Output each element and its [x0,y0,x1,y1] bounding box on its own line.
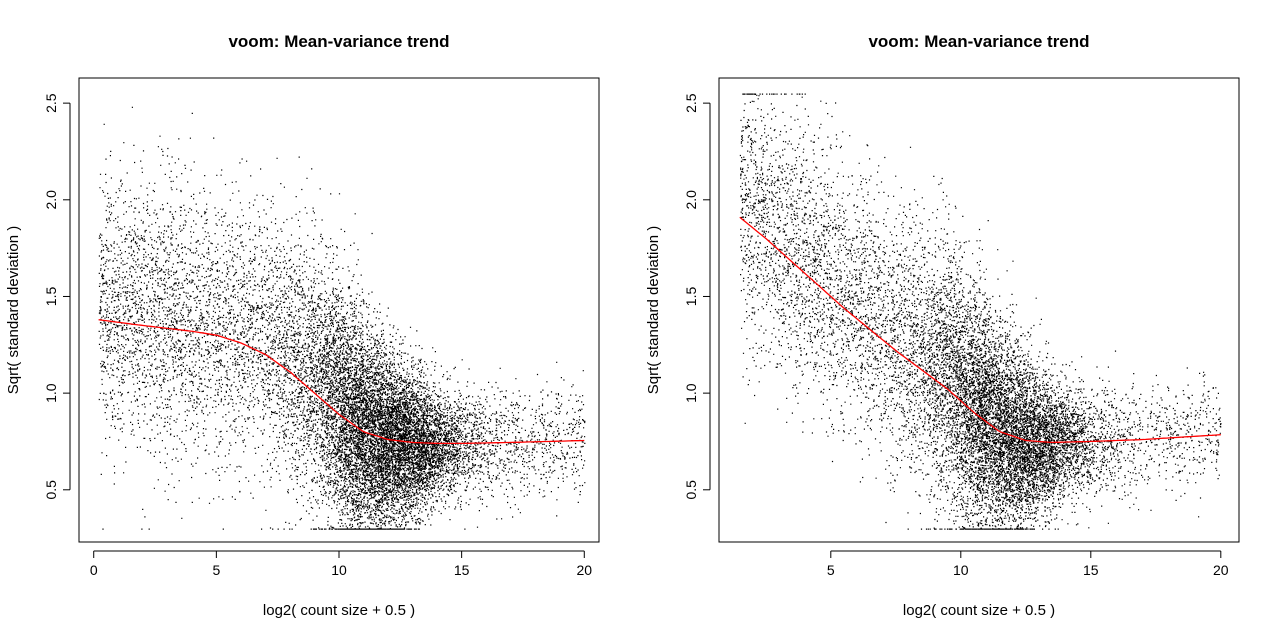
chart-1-frame [78,77,600,543]
chart-1-x-axis: 0 5 10 15 20 [90,550,592,578]
chart-2-x-axis: 5 10 15 20 [827,550,1229,578]
y-tick-label: 1.5 [683,287,699,307]
chart-1-title: voom: Mean-variance trend [228,32,449,51]
chart-2-x-axis-label: log2( count size + 0.5 ) [903,602,1055,619]
scatter-points [98,106,586,530]
chart-2-trend-line [739,216,1221,444]
chart-1-x-axis-label: log2( count size + 0.5 ) [263,602,415,619]
chart-1-points [98,106,586,530]
y-tick-label: 1.0 [683,383,699,403]
x-tick-label: 5 [827,562,835,578]
y-tick-label: 2.5 [683,93,699,113]
x-tick-label: 15 [1083,562,1099,578]
scatter-points [739,93,1222,530]
x-tick-label: 20 [576,562,592,578]
y-tick-label: 2.0 [43,190,59,210]
x-tick-label: 5 [212,562,220,578]
x-tick-label: 10 [953,562,969,578]
x-tick-label: 0 [90,562,98,578]
y-tick-label: 2.5 [43,93,59,113]
chart-2-frame [718,77,1240,543]
chart-1-trend-line [98,319,585,445]
y-tick-label: 0.5 [683,480,699,500]
chart-1-y-axis: 0.5 1.0 1.5 2.0 2.5 [43,93,71,500]
chart-panel-1: voom: Mean-variance trend 0 5 10 15 20 0.5 1.… [5,32,600,619]
chart-1-y-axis-label: Sqrt( standard deviation ) [5,226,22,394]
y-tick-label: 0.5 [43,480,59,500]
x-tick-label: 10 [331,562,347,578]
chart-2-title: voom: Mean-variance trend [868,32,1089,51]
chart-2-points [739,93,1222,530]
y-tick-label: 1.0 [43,383,59,403]
chart-2-y-axis: 0.5 1.0 1.5 2.0 2.5 [683,93,711,500]
y-tick-label: 1.5 [43,287,59,307]
chart-panel-2: voom: Mean-variance trend 5 10 15 20 0.5 1.0… [645,32,1240,619]
chart-2-y-axis-label: Sqrt( standard deviation ) [645,226,662,394]
x-tick-label: 15 [454,562,470,578]
x-tick-label: 20 [1213,562,1229,578]
y-tick-label: 2.0 [683,190,699,210]
